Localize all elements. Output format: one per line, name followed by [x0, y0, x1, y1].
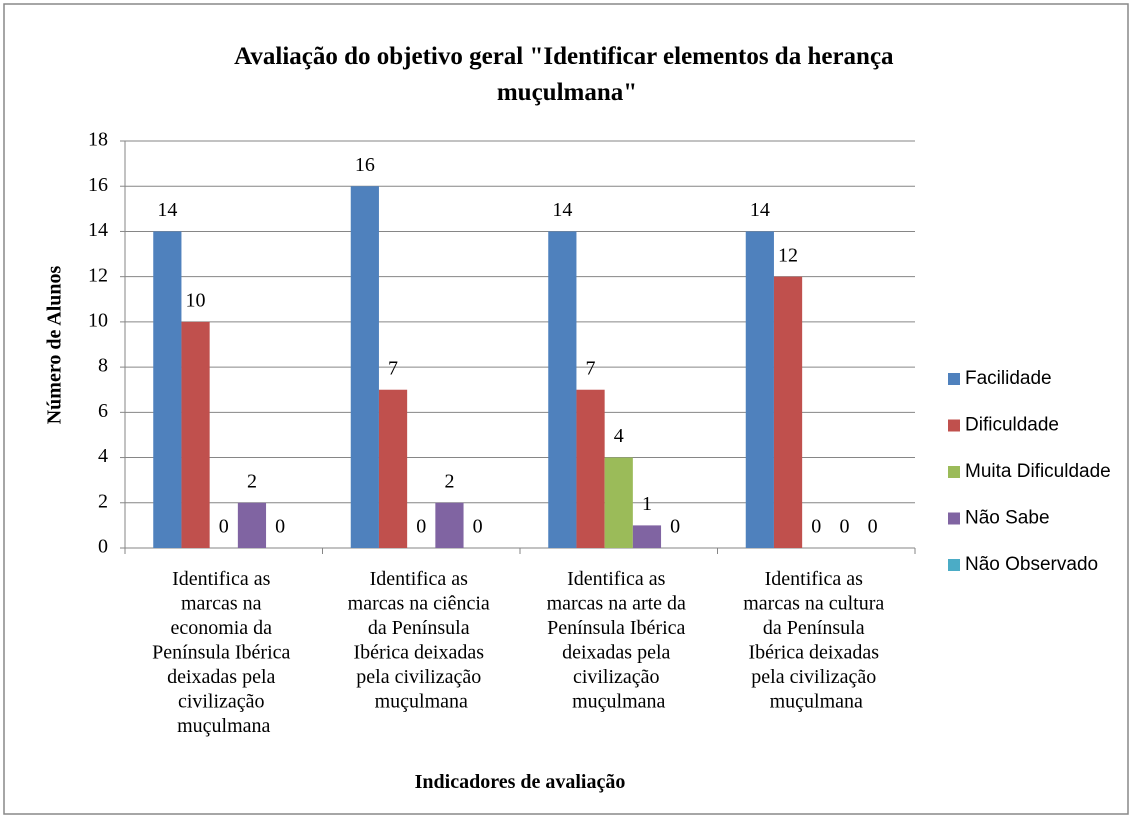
data-label: 14 [750, 199, 770, 221]
legend-swatch [948, 419, 960, 432]
bar [181, 321, 210, 548]
legend-label: Dificuldade [965, 415, 1059, 436]
y-tick-label: 6 [98, 400, 108, 422]
x-tick-label: Identifica as marcas na economia da Pení… [152, 568, 295, 737]
data-label: 0 [473, 516, 483, 538]
legend-swatch [948, 559, 960, 571]
data-label: 14 [552, 199, 572, 221]
y-axis-title: Número de Alunos [44, 266, 66, 425]
x-axis-title: Indicadores de avaliação [415, 771, 626, 793]
legend-swatch [948, 512, 960, 525]
data-label: 4 [614, 425, 624, 447]
chart-title: Avaliação do objetivo geral "Identificar… [234, 43, 900, 106]
y-tick-label: 10 [88, 309, 108, 331]
bar [604, 457, 633, 548]
bar [435, 502, 464, 548]
data-label: 7 [586, 357, 596, 379]
data-label: 10 [186, 289, 206, 311]
legend: Facilidade Dificuldade Muita Dificuldade Nã… [948, 368, 1111, 575]
data-label: 2 [444, 470, 454, 492]
data-label: 0 [811, 516, 821, 538]
data-label: 12 [778, 244, 798, 266]
bar [632, 525, 662, 548]
bar [153, 231, 182, 548]
data-label: 7 [388, 357, 398, 379]
data-label: 2 [247, 470, 257, 492]
y-tick-label: 18 [88, 129, 108, 151]
data-label: 0 [868, 516, 878, 538]
bar [548, 231, 577, 548]
data-label: 0 [839, 516, 849, 538]
data-label: 1 [642, 493, 652, 515]
y-tick-label: 4 [98, 445, 108, 467]
legend-label: Não Observado [965, 554, 1098, 575]
data-label: 0 [219, 516, 229, 538]
legend-label: Facilidade [965, 368, 1052, 389]
bar [576, 389, 605, 548]
data-label: 0 [670, 516, 680, 538]
legend-swatch [948, 466, 960, 478]
y-tick-label: 0 [98, 536, 108, 558]
bar [350, 186, 379, 548]
data-label: 0 [275, 516, 285, 538]
bar [378, 389, 408, 548]
y-tick-label: 8 [98, 355, 108, 377]
data-label: 0 [416, 516, 426, 538]
data-label: 14 [157, 199, 177, 221]
x-tick-label: Identifica as marcas na ciência da Penín… [348, 568, 495, 713]
legend-label: Muita Dificuldade [965, 461, 1111, 482]
bar [773, 276, 803, 548]
y-tick-label: 16 [88, 174, 108, 196]
x-tick-label: Identifica as marcas na cultura da Penín… [743, 568, 889, 713]
bar [745, 231, 774, 548]
y-tick-label: 12 [88, 264, 108, 286]
bar [237, 502, 267, 548]
y-tick-label: 2 [98, 490, 108, 512]
data-label: 16 [355, 154, 375, 176]
y-tick-label: 14 [88, 219, 108, 241]
x-tick-label: Identifica as marcas na arte da Penínsul… [547, 568, 691, 713]
legend-swatch [948, 373, 960, 385]
legend-label: Não Sabe [965, 508, 1050, 529]
